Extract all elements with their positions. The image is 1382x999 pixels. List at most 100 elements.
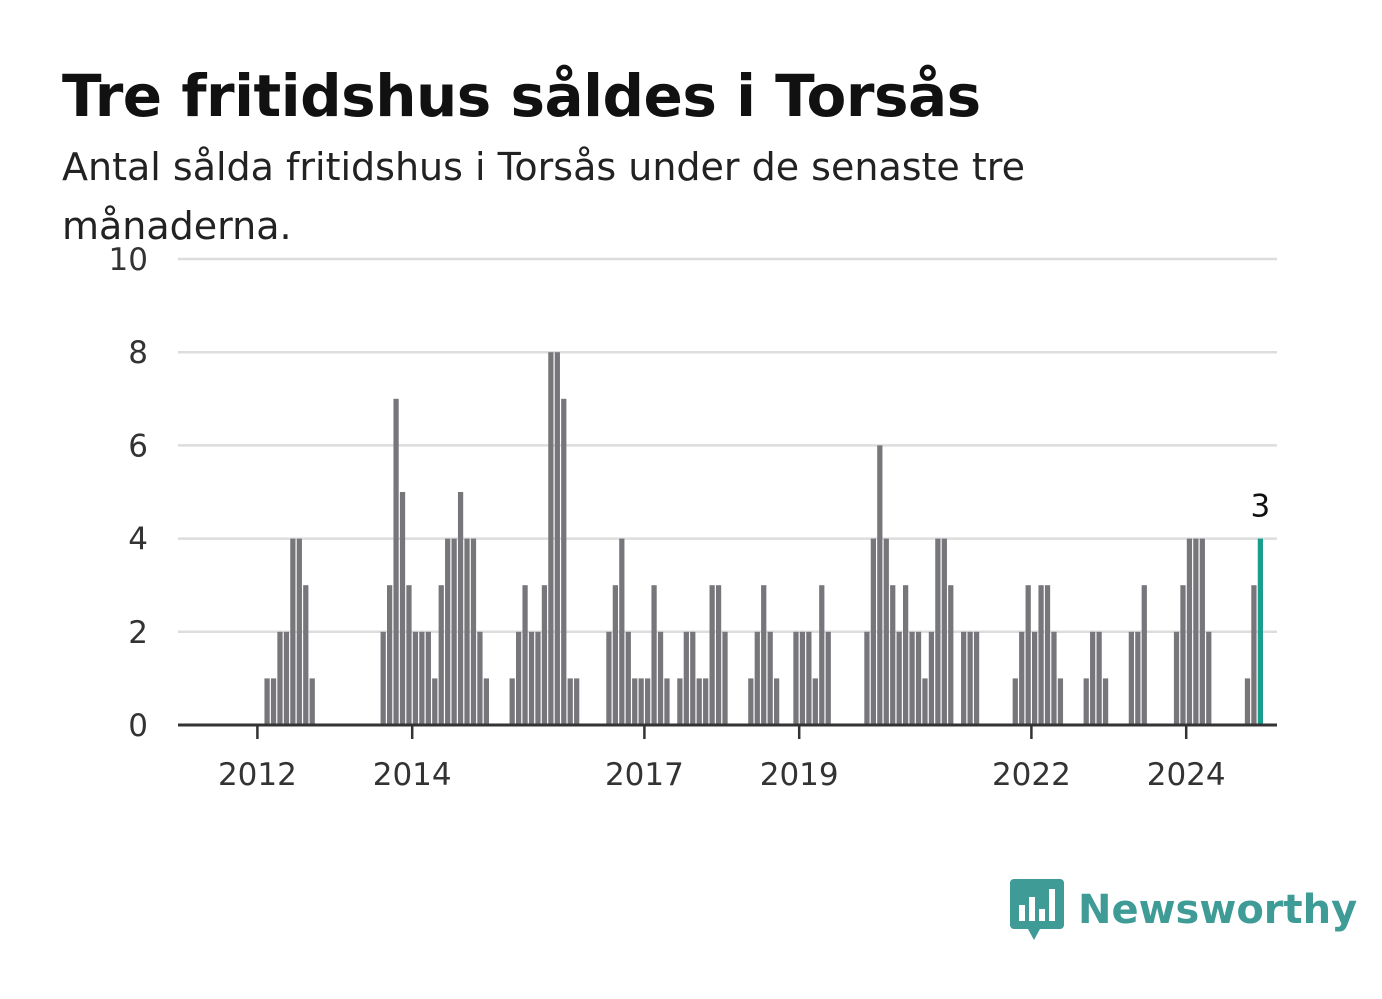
- chart-title: Tre fritidshus såldes i Torsås: [62, 62, 981, 130]
- bar: [1051, 631, 1057, 725]
- bar: [1038, 585, 1044, 725]
- x-axis: [178, 723, 1277, 739]
- bar: [1096, 631, 1102, 725]
- bar: [761, 585, 767, 725]
- bar: [464, 538, 470, 725]
- x-axis-labels: 2012 2014 2017 2019 2022 2024: [218, 757, 1226, 793]
- bar: [1083, 678, 1089, 725]
- bar: [1206, 631, 1212, 725]
- x-tick-label: 2017: [605, 757, 684, 793]
- newsworthy-logo-icon: [1010, 879, 1064, 940]
- bar: [1186, 538, 1193, 725]
- x-tick-label: 2012: [218, 757, 297, 793]
- bar: [632, 678, 638, 725]
- x-tick-label: 2024: [1147, 757, 1226, 793]
- bar: [290, 538, 296, 725]
- bar: [819, 585, 825, 725]
- bar: [1135, 631, 1141, 725]
- y-tick-label: 10: [109, 242, 148, 278]
- bar: [419, 631, 425, 725]
- bar: [709, 585, 715, 725]
- bar: [406, 585, 412, 725]
- bar: [922, 678, 928, 725]
- bar: [561, 398, 567, 725]
- bar: [535, 631, 541, 725]
- logo-text: Newsworthy: [1078, 887, 1358, 933]
- bar: [528, 631, 535, 725]
- bar: [806, 631, 812, 725]
- bar: [870, 538, 876, 725]
- bar: [606, 631, 612, 725]
- x-tick-label: 2019: [760, 757, 839, 793]
- bar: [864, 631, 870, 725]
- bar: [380, 631, 386, 725]
- bar: [283, 631, 290, 725]
- bar: [715, 585, 722, 725]
- bar: [1044, 585, 1051, 725]
- bar: [645, 678, 651, 725]
- bar: [1032, 631, 1038, 725]
- bar: [509, 678, 515, 725]
- bar: [1019, 631, 1025, 725]
- bar: [877, 445, 883, 725]
- bar: [967, 631, 973, 725]
- bar: [1199, 538, 1205, 725]
- x-tick-label: 2022: [992, 757, 1071, 793]
- bar: [657, 631, 664, 725]
- y-tick-label: 2: [128, 615, 148, 651]
- bar: [961, 631, 967, 725]
- bar: [457, 492, 464, 725]
- bar: [516, 631, 522, 725]
- bar: [1141, 585, 1147, 725]
- bar: [399, 492, 406, 725]
- value-label: 3: [1251, 489, 1271, 525]
- bar: [690, 631, 696, 725]
- bar: [948, 585, 954, 725]
- bar: [612, 585, 618, 725]
- bar: [890, 585, 896, 725]
- bar: [541, 585, 548, 725]
- y-axis-labels: 0 2 4 6 8 10: [109, 242, 148, 744]
- bar: [548, 352, 554, 725]
- bar: [387, 585, 393, 725]
- bar: [754, 631, 760, 725]
- bar: [1193, 538, 1199, 725]
- bar: [303, 585, 309, 725]
- bar: [574, 678, 580, 725]
- bar: [825, 631, 831, 725]
- bar: [1090, 631, 1096, 725]
- bar: [309, 678, 315, 725]
- bar: [477, 631, 483, 725]
- bar: [567, 678, 573, 725]
- bar: [264, 678, 270, 725]
- y-tick-label: 0: [128, 708, 148, 744]
- bar: [664, 678, 670, 725]
- bar: [483, 678, 489, 725]
- bar: [425, 631, 431, 725]
- y-tick-label: 6: [128, 428, 148, 464]
- bar: [748, 678, 754, 725]
- bar: [412, 631, 419, 725]
- chart-subtitle: Antal sålda fritidshus i Torsås under de…: [62, 145, 1025, 248]
- bar: [973, 631, 980, 725]
- bar: [1244, 678, 1251, 725]
- bar: [1251, 585, 1257, 725]
- bar: [1173, 631, 1180, 725]
- bar: [1102, 678, 1109, 725]
- bar: [683, 631, 689, 725]
- bar: [1128, 631, 1134, 725]
- bar: [774, 678, 780, 725]
- bar: [722, 631, 728, 725]
- bar: [651, 585, 657, 725]
- bar: [703, 678, 709, 725]
- bar: [909, 631, 915, 725]
- bar: [277, 631, 283, 725]
- bar: [935, 538, 941, 725]
- annotation: 3: [1247, 485, 1274, 528]
- bar: [638, 678, 644, 725]
- bar: [470, 538, 477, 725]
- x-tick-label: 2014: [373, 757, 452, 793]
- bar: [1025, 585, 1031, 725]
- bar: [883, 538, 889, 725]
